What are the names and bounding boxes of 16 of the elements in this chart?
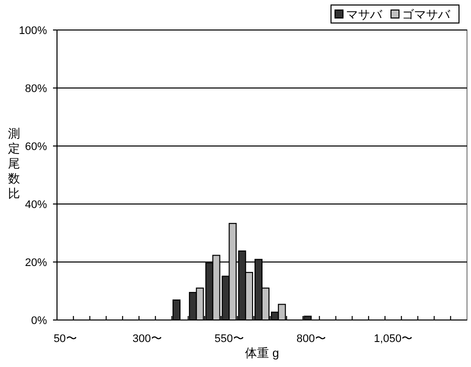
- legend-label: マサバ: [346, 8, 383, 22]
- x-tick-label: 1,050〜: [374, 333, 412, 345]
- x-tick-label: 800〜: [296, 333, 326, 345]
- x-axis-title: 体重 g: [244, 346, 280, 360]
- x-tick-label: 50〜: [54, 333, 77, 345]
- y-tick-label: 80%: [24, 82, 48, 95]
- x-tick-label: 550〜: [214, 333, 244, 345]
- y-axis-title: 測定尾数比: [8, 126, 20, 200]
- y-tick-label: 40%: [24, 198, 48, 211]
- y-tick-label: 100%: [18, 24, 48, 37]
- y-tick-label: 20%: [24, 256, 48, 269]
- y-tick-label: 60%: [24, 140, 48, 153]
- legend-label: ゴマサバ: [402, 8, 451, 22]
- x-tick-label: 300〜: [132, 333, 162, 345]
- y-tick-label: 0%: [31, 314, 48, 327]
- bar: [172, 299, 180, 320]
